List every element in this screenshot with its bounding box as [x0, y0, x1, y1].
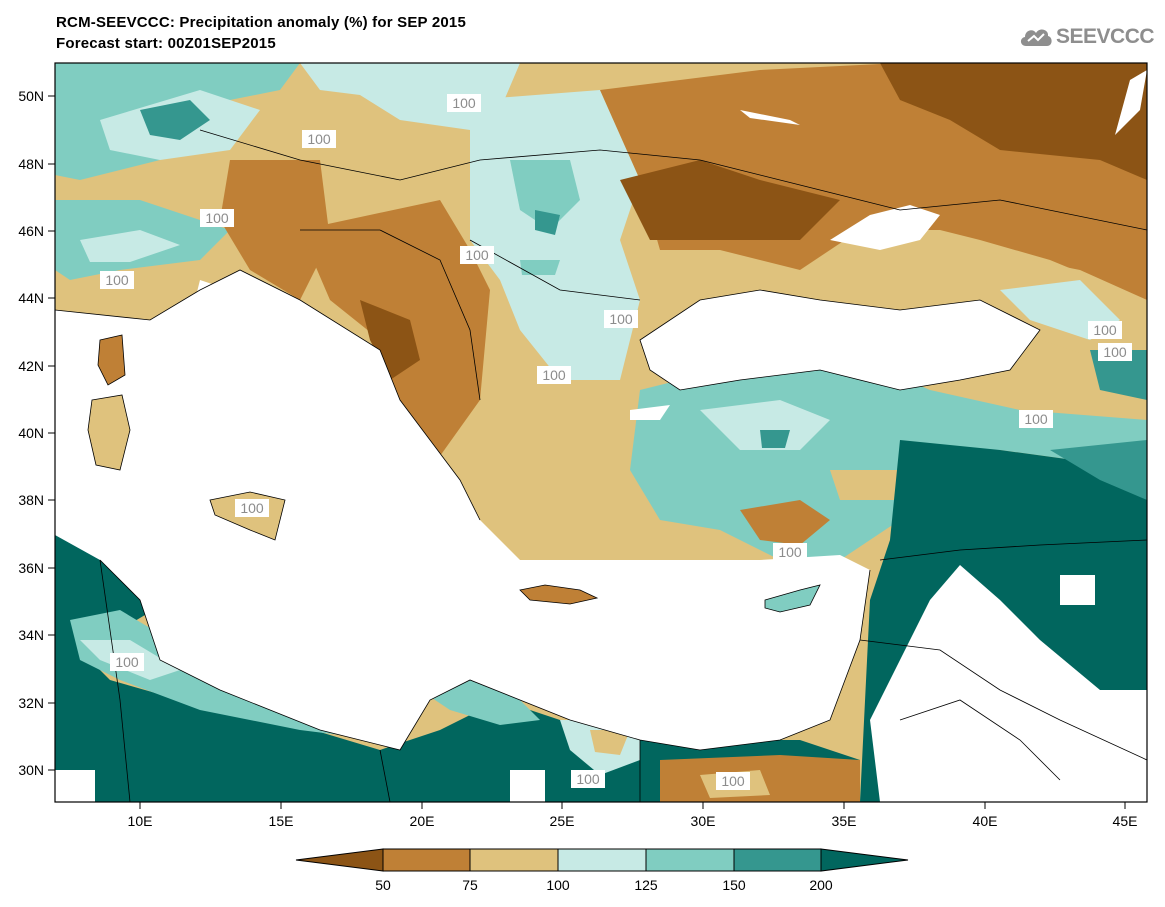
- svg-text:100: 100: [1093, 322, 1117, 338]
- contour-label: 100: [537, 366, 571, 384]
- contour-label: 100: [100, 271, 134, 289]
- colorbar-tick: 75: [462, 877, 478, 893]
- seevccc-logo: SEEVCCC: [1018, 22, 1155, 52]
- contour-label: 100: [302, 130, 336, 148]
- lat-label: 40N: [18, 425, 44, 441]
- lon-label: 40E: [973, 813, 998, 829]
- contour-label: 100: [460, 246, 494, 264]
- svg-text:100: 100: [542, 367, 566, 383]
- svg-text:100: 100: [205, 210, 229, 226]
- colorbar-segment: [557, 848, 647, 872]
- colorbar-segment: [469, 848, 559, 872]
- colorbar-tick: 150: [722, 877, 746, 893]
- lon-label: 30E: [691, 813, 716, 829]
- contour-label: 100: [571, 770, 605, 788]
- colorbar-segment: [733, 848, 822, 872]
- colorbar-segment: [645, 848, 735, 872]
- logo-text: SEEVCCC: [1056, 25, 1155, 48]
- contour-label: 100: [200, 209, 234, 227]
- lat-label: 44N: [18, 290, 44, 306]
- contour-label: 100: [773, 543, 807, 561]
- chart-title: RCM-SEEVCCC: Precipitation anomaly (%) f…: [56, 14, 467, 31]
- lat-label: 46N: [18, 223, 44, 239]
- lat-label: 42N: [18, 358, 44, 374]
- lat-label: 50N: [18, 88, 44, 104]
- map-area: [55, 63, 1147, 802]
- svg-text:100: 100: [778, 544, 802, 560]
- longitude-axis: [139, 802, 1126, 809]
- svg-text:100: 100: [465, 247, 489, 263]
- svg-text:100: 100: [1103, 344, 1127, 360]
- lon-label: 15E: [269, 813, 294, 829]
- lon-label: 25E: [550, 813, 575, 829]
- svg-text:100: 100: [576, 771, 600, 787]
- colorbar-segment: [295, 848, 384, 872]
- lon-label: 20E: [410, 813, 435, 829]
- colorbar-tick: 200: [809, 877, 833, 893]
- svg-text:100: 100: [307, 131, 331, 147]
- chart-subtitle: Forecast start: 00Z01SEP2015: [56, 35, 276, 52]
- coastlines-borders: [55, 129, 1147, 802]
- contour-label: 100: [604, 310, 638, 328]
- colorbar-tick: 50: [375, 877, 391, 893]
- contour-label: 100: [1019, 410, 1053, 428]
- contour-label: 100: [1088, 321, 1122, 339]
- colorbar-segment: [820, 848, 909, 872]
- svg-text:100: 100: [1024, 411, 1048, 427]
- contour-label: 100: [716, 772, 750, 790]
- contour-labels: 100 100 100 100 100 100 100 100 100 100 …: [100, 94, 1132, 790]
- lat-label: 34N: [18, 627, 44, 643]
- lat-label: 38N: [18, 492, 44, 508]
- lat-label: 36N: [18, 560, 44, 576]
- islands: [87, 334, 821, 613]
- lon-label: 35E: [832, 813, 857, 829]
- lat-label: 30N: [18, 762, 44, 778]
- lat-label: 32N: [18, 695, 44, 711]
- contour-label: 100: [235, 499, 269, 517]
- svg-text:100: 100: [115, 654, 139, 670]
- lat-label: 48N: [18, 156, 44, 172]
- contour-label: 100: [1098, 343, 1132, 361]
- colorbar: [295, 848, 909, 872]
- contour-label: 100: [110, 653, 144, 671]
- colorbar-segment: [382, 848, 471, 872]
- cloud-icon: [1020, 29, 1052, 46]
- lon-label: 45E: [1113, 813, 1138, 829]
- sea-mask: [55, 70, 1147, 802]
- lon-label: 10E: [128, 813, 153, 829]
- colorbar-tick: 100: [546, 877, 570, 893]
- contour-label: 100: [447, 94, 481, 112]
- svg-text:100: 100: [721, 773, 745, 789]
- svg-text:100: 100: [105, 272, 129, 288]
- latitude-axis: [48, 95, 55, 771]
- svg-text:100: 100: [240, 500, 264, 516]
- svg-text:100: 100: [452, 95, 476, 111]
- colorbar-tick: 125: [634, 877, 658, 893]
- svg-text:100: 100: [609, 311, 633, 327]
